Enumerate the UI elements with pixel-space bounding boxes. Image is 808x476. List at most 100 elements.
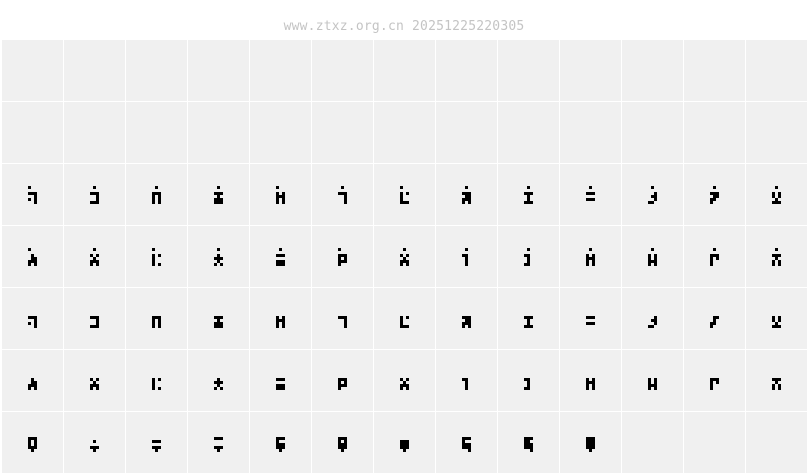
glyph-cell[interactable] <box>374 164 435 225</box>
glyph-cell[interactable] <box>312 350 373 411</box>
glyph-cell[interactable] <box>126 412 187 473</box>
glyph-pixel <box>220 200 223 204</box>
glyph-cell[interactable] <box>746 226 807 287</box>
glyph-cell[interactable] <box>312 40 373 101</box>
glyph-cell[interactable] <box>126 102 187 163</box>
glyph-cell[interactable] <box>436 288 497 349</box>
glyph-cell[interactable] <box>188 412 249 473</box>
glyph-cell[interactable] <box>684 40 745 101</box>
glyph-cell[interactable] <box>312 164 373 225</box>
glyph-cell[interactable] <box>64 102 125 163</box>
glyph-cell[interactable] <box>684 164 745 225</box>
glyph-cell[interactable] <box>2 412 63 473</box>
glyph-cell[interactable] <box>374 350 435 411</box>
glyph-cell[interactable] <box>250 102 311 163</box>
glyph-cell[interactable] <box>250 350 311 411</box>
glyph-cell[interactable] <box>560 102 621 163</box>
glyph-cell[interactable] <box>374 40 435 101</box>
glyph-cell[interactable] <box>126 226 187 287</box>
glyph-cell[interactable] <box>746 412 807 473</box>
glyph-cell[interactable] <box>622 226 683 287</box>
glyph-cell[interactable] <box>250 40 311 101</box>
glyph-cell[interactable] <box>684 102 745 163</box>
glyph-cell[interactable] <box>188 226 249 287</box>
glyph-cell[interactable] <box>436 226 497 287</box>
glyph-cell[interactable] <box>560 40 621 101</box>
glyph-cell[interactable] <box>436 350 497 411</box>
glyph-cell[interactable] <box>746 350 807 411</box>
glyph-cell[interactable] <box>684 350 745 411</box>
glyph-cell[interactable] <box>374 412 435 473</box>
glyph-cell[interactable] <box>126 288 187 349</box>
glyph-cell[interactable] <box>2 102 63 163</box>
glyph-cell[interactable] <box>498 350 559 411</box>
glyph-cell[interactable] <box>436 164 497 225</box>
glyph-pixel <box>403 442 406 446</box>
glyph-cell[interactable] <box>498 412 559 473</box>
glyph-pixel <box>400 253 403 257</box>
glyph-cell[interactable] <box>64 350 125 411</box>
glyph-cell[interactable] <box>64 226 125 287</box>
glyph-cell[interactable] <box>64 40 125 101</box>
glyph-cell[interactable] <box>684 412 745 473</box>
glyph-cell[interactable] <box>622 350 683 411</box>
glyph-cell[interactable] <box>684 226 745 287</box>
glyph-cell[interactable] <box>498 102 559 163</box>
glyph-cell[interactable] <box>188 350 249 411</box>
glyph-pixel <box>710 197 713 201</box>
glyph-cell[interactable] <box>312 412 373 473</box>
glyph-cell[interactable] <box>188 288 249 349</box>
glyph-pixel <box>778 200 781 204</box>
glyph-cell[interactable] <box>2 40 63 101</box>
glyph-cell[interactable] <box>560 412 621 473</box>
glyph-cell[interactable] <box>250 412 311 473</box>
glyph-cell[interactable] <box>2 164 63 225</box>
glyph-pixel <box>282 436 285 440</box>
glyph-cell[interactable] <box>560 288 621 349</box>
glyph-cell[interactable] <box>374 288 435 349</box>
glyph-cell[interactable] <box>374 102 435 163</box>
glyph-cell[interactable] <box>622 102 683 163</box>
glyph <box>28 315 37 328</box>
glyph-cell[interactable] <box>560 164 621 225</box>
glyph-cell[interactable] <box>312 102 373 163</box>
glyph-cell[interactable] <box>126 164 187 225</box>
glyph-cell[interactable] <box>64 288 125 349</box>
glyph-cell[interactable] <box>746 102 807 163</box>
glyph-cell[interactable] <box>312 288 373 349</box>
glyph-cell[interactable] <box>746 288 807 349</box>
glyph-cell[interactable] <box>560 350 621 411</box>
glyph-cell[interactable] <box>188 40 249 101</box>
glyph-cell[interactable] <box>498 226 559 287</box>
glyph-cell[interactable] <box>498 40 559 101</box>
glyph-cell[interactable] <box>498 164 559 225</box>
glyph-cell[interactable] <box>250 226 311 287</box>
glyph-cell[interactable] <box>622 164 683 225</box>
glyph-cell[interactable] <box>746 164 807 225</box>
glyph-cell[interactable] <box>312 226 373 287</box>
glyph-cell[interactable] <box>250 164 311 225</box>
glyph-pixel <box>400 185 403 189</box>
glyph-cell[interactable] <box>436 40 497 101</box>
glyph-cell[interactable] <box>622 412 683 473</box>
glyph-pixel <box>96 197 99 201</box>
glyph-cell[interactable] <box>188 164 249 225</box>
glyph-cell[interactable] <box>498 288 559 349</box>
glyph-cell[interactable] <box>622 288 683 349</box>
glyph-cell[interactable] <box>746 40 807 101</box>
glyph-cell[interactable] <box>2 288 63 349</box>
glyph-cell[interactable] <box>2 350 63 411</box>
glyph-cell[interactable] <box>374 226 435 287</box>
glyph-cell[interactable] <box>188 102 249 163</box>
glyph-cell[interactable] <box>684 288 745 349</box>
glyph-cell[interactable] <box>436 102 497 163</box>
glyph-cell[interactable] <box>560 226 621 287</box>
glyph-cell[interactable] <box>250 288 311 349</box>
glyph-cell[interactable] <box>2 226 63 287</box>
glyph-cell[interactable] <box>64 164 125 225</box>
glyph-cell[interactable] <box>436 412 497 473</box>
glyph-cell[interactable] <box>126 350 187 411</box>
glyph-cell[interactable] <box>64 412 125 473</box>
glyph-cell[interactable] <box>126 40 187 101</box>
glyph-cell[interactable] <box>622 40 683 101</box>
